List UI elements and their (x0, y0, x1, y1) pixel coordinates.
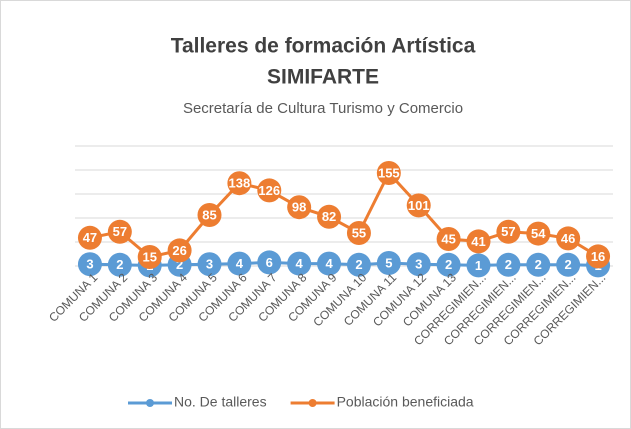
marker (137, 245, 162, 269)
data-label: 2 (445, 257, 452, 272)
data-label: 98 (292, 200, 306, 215)
chart-title: Talleres de formación Artística (171, 35, 476, 58)
data-label: 5 (385, 255, 392, 270)
legend-label: Población beneficiada (337, 394, 474, 410)
data-label: 57 (501, 224, 515, 239)
legend: No. De talleres Población beneficiada (128, 394, 474, 410)
marker (556, 226, 581, 251)
data-label: 85 (202, 207, 216, 222)
data-label: 3 (86, 257, 93, 272)
marker (167, 238, 192, 263)
data-label: 4 (325, 256, 333, 271)
data-label: 15 (142, 249, 156, 264)
marker (436, 252, 461, 277)
marker (317, 251, 342, 276)
marker (586, 244, 611, 269)
legend-marker (146, 399, 154, 407)
data-label: 55 (352, 225, 366, 240)
data-label: 155 (378, 165, 400, 180)
data-label: 2 (505, 257, 512, 272)
marker (436, 227, 461, 251)
marker (466, 229, 491, 254)
data-label: 126 (258, 183, 280, 198)
data-label: 1 (475, 258, 482, 273)
data-label: 57 (113, 224, 127, 239)
legend-label: No. De talleres (174, 394, 267, 410)
marker (257, 250, 282, 275)
data-label: 3 (206, 257, 213, 272)
marker (346, 221, 371, 245)
data-label: 2 (565, 257, 572, 272)
marker (287, 195, 312, 220)
marker (526, 221, 551, 246)
marker (526, 252, 551, 277)
data-label: 26 (172, 243, 186, 258)
marker (227, 171, 252, 196)
marker (376, 251, 401, 275)
marker (197, 203, 222, 227)
data-label: 3 (415, 257, 422, 272)
data-label: 2 (535, 257, 542, 272)
marker (107, 219, 132, 244)
marker (556, 252, 581, 277)
marker (287, 251, 312, 276)
marker (227, 251, 252, 276)
marker (77, 252, 102, 277)
data-label: 2 (176, 257, 183, 272)
marker (257, 178, 282, 203)
data-label: 54 (531, 226, 546, 241)
marker (466, 253, 491, 278)
marker (346, 252, 371, 277)
marker (406, 252, 431, 277)
marker (107, 252, 132, 277)
marker (496, 252, 521, 277)
marker (496, 219, 521, 244)
marker (77, 225, 102, 250)
lines: 3212346442532122214757152685138126988255… (77, 161, 611, 278)
data-label: 101 (408, 198, 430, 213)
marker (197, 252, 222, 277)
data-label: 41 (471, 234, 485, 249)
legend-marker (308, 399, 317, 407)
data-label: 45 (441, 231, 455, 246)
data-label: 16 (591, 249, 605, 264)
marker (376, 161, 401, 185)
data-label: 47 (83, 230, 97, 245)
chart-subtitle: Secretaría de Cultura Turismo y Comercio (183, 100, 463, 117)
data-label: 82 (322, 209, 336, 224)
data-label: 2 (116, 257, 123, 272)
data-label: 138 (229, 176, 251, 191)
chart-title-line2: SIMIFARTE (267, 66, 379, 89)
data-label: 2 (355, 257, 362, 272)
data-label: 4 (296, 256, 304, 271)
data-label: 46 (561, 231, 575, 246)
marker (406, 193, 431, 218)
data-label: 4 (236, 256, 244, 271)
data-label: 6 (266, 255, 273, 270)
marker (317, 204, 342, 229)
